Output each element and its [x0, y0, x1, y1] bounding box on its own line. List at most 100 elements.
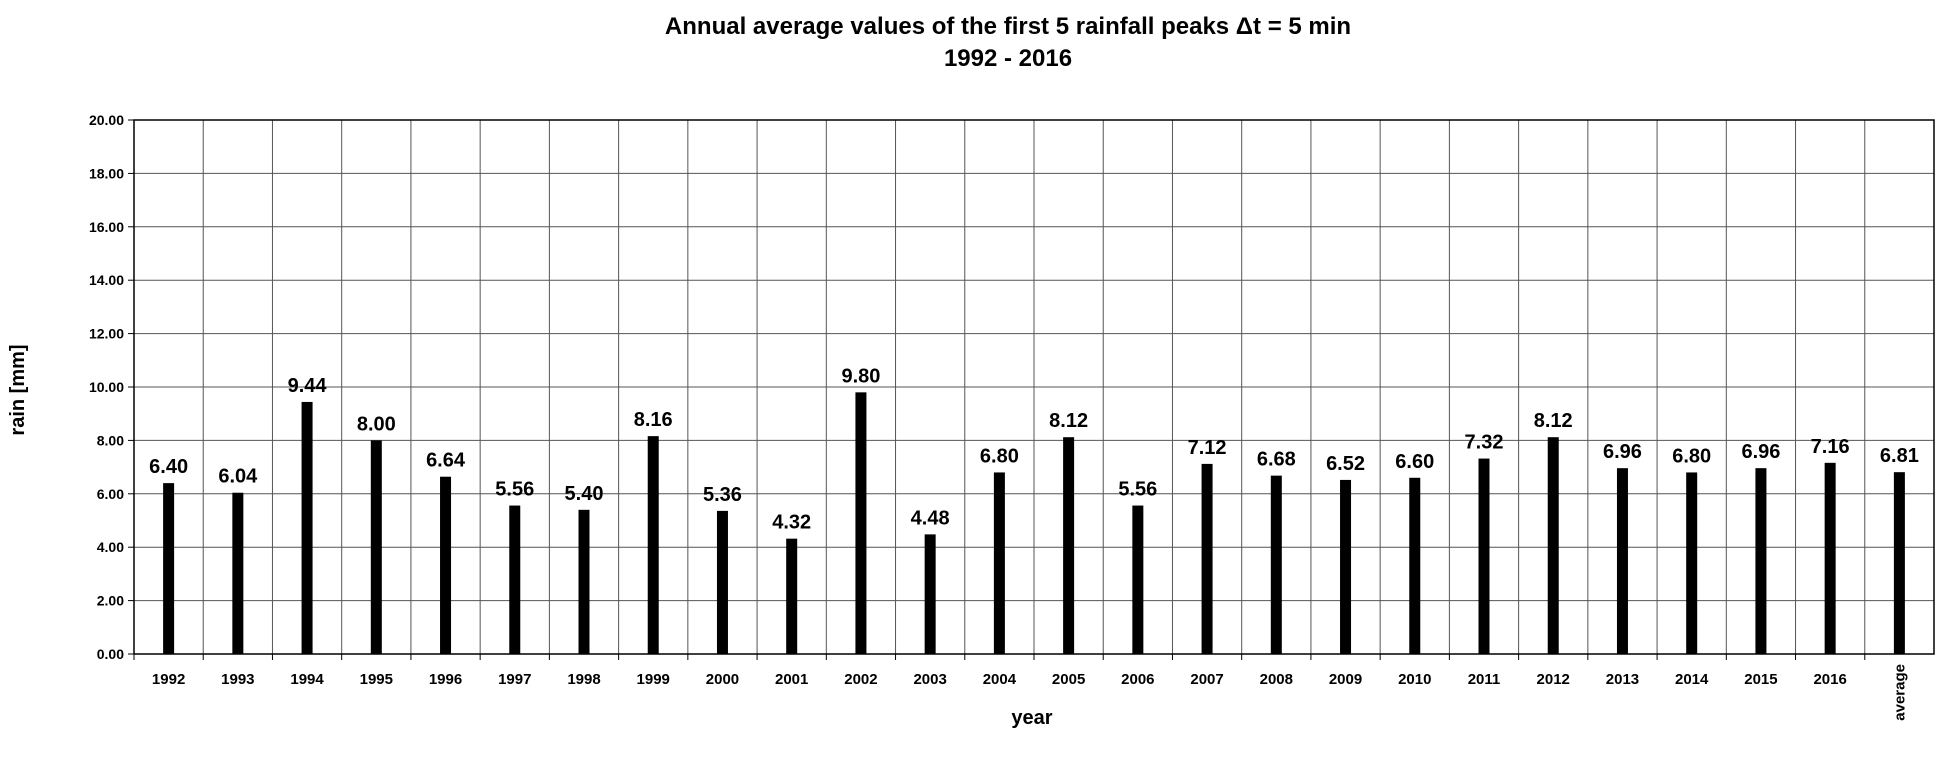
- x-tick-label: 1992: [152, 671, 185, 688]
- bar-1995: [370, 440, 382, 654]
- x-tick-label: 1995: [360, 671, 393, 688]
- data-label-average: 6.81: [1880, 445, 1919, 467]
- data-label-1994: 9.44: [288, 375, 328, 397]
- data-label-2009: 6.52: [1326, 453, 1365, 475]
- chart-subtitle: 1992 - 2016: [944, 45, 1072, 72]
- x-tick-label: 2015: [1744, 671, 1777, 688]
- y-tick-label: 20.00: [89, 112, 124, 128]
- bar-2016: [1824, 462, 1836, 654]
- labels-layer: 6.40 6.04 9.44 8.00 6.64 5.56 5.40 8.16 5.36 4.32…: [149, 365, 1919, 533]
- bar-2015: [1755, 468, 1767, 654]
- data-label-2005: 8.12: [1049, 410, 1088, 432]
- bars-layer: [163, 392, 1905, 654]
- data-label-1993: 6.04: [218, 466, 258, 488]
- data-label-2006: 5.56: [1118, 479, 1157, 501]
- data-label-2011: 7.32: [1465, 432, 1504, 454]
- x-tick-label: 1999: [637, 671, 670, 688]
- x-tick-label: 2016: [1813, 671, 1846, 688]
- x-tick-label: 2011: [1468, 671, 1501, 688]
- bar-2006: [1132, 505, 1144, 654]
- data-label-1998: 5.40: [565, 483, 604, 505]
- x-tick-label: 1998: [567, 671, 600, 688]
- data-label-1995: 8.00: [357, 413, 396, 435]
- bar-2014: [1686, 472, 1698, 654]
- x-tick-label: 2010: [1398, 671, 1431, 688]
- bar-1998: [578, 509, 590, 654]
- bar-2002: [855, 392, 867, 654]
- x-tick-label: 2004: [983, 671, 1017, 688]
- y-tick-label: 8.00: [97, 432, 124, 448]
- y-tick-label: 18.00: [89, 165, 124, 181]
- bar-2001: [786, 538, 798, 654]
- x-axis-label: year: [1011, 707, 1052, 729]
- bar-2003: [924, 534, 936, 654]
- data-label-2002: 9.80: [841, 365, 880, 387]
- bar-2012: [1547, 437, 1559, 654]
- y-axis-label: rain [mm]: [7, 344, 29, 435]
- x-tick-label: 2012: [1537, 671, 1570, 688]
- y-tick-label: 2.00: [97, 593, 124, 609]
- y-tick-label: 4.00: [97, 539, 124, 555]
- y-tick-label: 0.00: [97, 646, 124, 662]
- bar-2000: [716, 510, 728, 654]
- bar-2008: [1270, 475, 1282, 654]
- bar-1999: [647, 436, 659, 654]
- bar-2013: [1616, 468, 1628, 654]
- x-tick-label: 2009: [1329, 671, 1362, 688]
- bar-1992: [163, 483, 175, 654]
- data-label-1996: 6.64: [426, 450, 466, 472]
- data-label-2004: 6.80: [980, 445, 1019, 467]
- x-tick-label: 2005: [1052, 671, 1085, 688]
- x-tick-label: 2008: [1260, 671, 1293, 688]
- bar-1997: [509, 505, 521, 654]
- x-tick-label: 2003: [913, 671, 946, 688]
- bar-average: [1893, 472, 1905, 654]
- data-label-2016: 7.16: [1811, 436, 1850, 458]
- bar-2009: [1340, 479, 1352, 654]
- y-tick-label: 10.00: [89, 379, 124, 395]
- x-tick-label: 2013: [1606, 671, 1639, 688]
- x-tick-label: 2007: [1190, 671, 1223, 688]
- bar-1993: [232, 492, 244, 654]
- x-tick-label: 1997: [498, 671, 531, 688]
- y-tick-label: 14.00: [89, 272, 124, 288]
- data-label-2012: 8.12: [1534, 410, 1573, 432]
- data-label-1999: 8.16: [634, 409, 673, 431]
- x-tick-label: average: [1891, 664, 1908, 721]
- x-tick-label: 2002: [844, 671, 877, 688]
- bar-2011: [1478, 458, 1490, 654]
- data-label-1997: 5.56: [495, 479, 534, 501]
- chart-title: Annual average values of the first 5 rai…: [665, 13, 1351, 40]
- x-tick-label: 2006: [1121, 671, 1154, 688]
- bar-2004: [993, 472, 1005, 654]
- x-tick-label: 1996: [429, 671, 462, 688]
- data-label-2000: 5.36: [703, 484, 742, 506]
- data-label-1992: 6.40: [149, 456, 188, 478]
- x-tick-label: 2001: [775, 671, 808, 688]
- x-axis-ticks: 1992 1993 1994 1995 1996 1997 1998 1999 2000 2001…: [133, 654, 1908, 721]
- bar-2007: [1201, 463, 1213, 654]
- x-tick-label: 2000: [706, 671, 739, 688]
- plot-frame: [133, 119, 1935, 655]
- data-label-2014: 6.80: [1672, 445, 1711, 467]
- data-label-2015: 6.96: [1741, 441, 1780, 463]
- bar-2005: [1063, 437, 1075, 654]
- bar-2010: [1409, 477, 1421, 654]
- y-axis-ticks: 0.00 2.00 4.00 6.00 8.00 10.00 12.00 14.00 16.00…: [89, 112, 134, 662]
- data-label-2001: 4.32: [772, 512, 811, 534]
- data-label-2007: 7.12: [1188, 437, 1227, 459]
- data-label-2013: 6.96: [1603, 441, 1642, 463]
- x-tick-label: 1993: [221, 671, 254, 688]
- y-tick-label: 6.00: [97, 486, 124, 502]
- x-tick-label: 2014: [1675, 671, 1709, 688]
- y-tick-label: 12.00: [89, 326, 124, 342]
- x-tick-label: 1994: [290, 671, 324, 688]
- data-label-2003: 4.48: [911, 507, 950, 529]
- bar-1996: [440, 476, 452, 654]
- data-label-2008: 6.68: [1257, 449, 1296, 471]
- y-tick-label: 16.00: [89, 219, 124, 235]
- bar-1994: [301, 401, 313, 654]
- data-label-2010: 6.60: [1395, 451, 1434, 473]
